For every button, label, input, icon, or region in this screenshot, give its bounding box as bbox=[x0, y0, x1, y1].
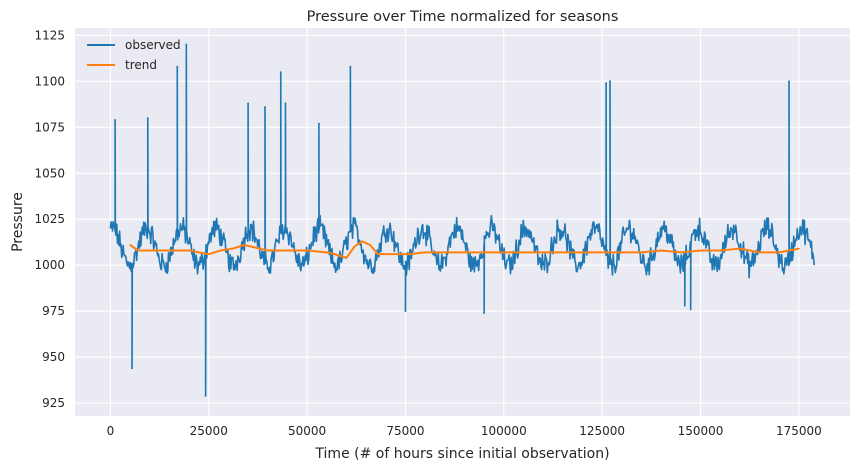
observed-spike-point bbox=[247, 102, 249, 105]
trend-point bbox=[286, 249, 289, 252]
trend-point bbox=[129, 244, 131, 246]
observed-spike-point bbox=[284, 102, 287, 105]
trend-point bbox=[207, 253, 210, 255]
trend-point bbox=[369, 244, 371, 246]
trend-point bbox=[137, 249, 139, 252]
x-tick-label: 125000 bbox=[579, 424, 625, 438]
trend-point bbox=[680, 251, 682, 254]
trend-point bbox=[758, 251, 761, 254]
observed-spike-point bbox=[264, 106, 266, 108]
trend-point bbox=[463, 251, 466, 254]
trend-point bbox=[640, 251, 643, 254]
trend-point bbox=[739, 247, 741, 250]
x-tick-label: 150000 bbox=[678, 424, 724, 438]
trend-point bbox=[778, 251, 780, 254]
x-tick-label: 25000 bbox=[190, 424, 228, 438]
observed-spike-point bbox=[404, 310, 407, 313]
y-tick-label: 925 bbox=[42, 396, 65, 410]
observed-spike-point bbox=[146, 117, 149, 120]
trend-point bbox=[660, 249, 662, 252]
trend-point bbox=[333, 253, 336, 255]
observed-spike-point bbox=[176, 65, 179, 68]
trend-point bbox=[188, 249, 190, 252]
trend-point bbox=[345, 257, 348, 259]
trend-point bbox=[266, 249, 269, 252]
trend-point bbox=[408, 253, 411, 255]
y-axis-label: Pressure bbox=[10, 192, 26, 252]
chart-title: Pressure over Time normalized for season… bbox=[307, 9, 619, 25]
x-axis-label: Time (# of hours since initial observati… bbox=[314, 446, 609, 462]
y-tick-label: 975 bbox=[42, 304, 65, 318]
y-tick-label: 1025 bbox=[34, 212, 65, 226]
trend-point bbox=[581, 251, 584, 254]
trend-point bbox=[542, 251, 544, 254]
trend-point bbox=[251, 246, 253, 248]
observed-spike-point bbox=[279, 71, 282, 74]
x-tick-label: 175000 bbox=[776, 424, 822, 438]
series-layer bbox=[109, 43, 816, 397]
trend-point bbox=[377, 253, 379, 255]
observed-spike-point bbox=[318, 122, 320, 125]
y-tick-label: 1125 bbox=[34, 28, 65, 42]
legend-label-observed: observed bbox=[125, 38, 181, 52]
observed-spike-point bbox=[609, 80, 611, 83]
legend: observed trend bbox=[87, 38, 181, 72]
observed-spike-point bbox=[483, 312, 486, 314]
y-tick-label: 1050 bbox=[34, 166, 65, 180]
y-tick-label: 1075 bbox=[34, 120, 65, 134]
x-tick-label: 0 bbox=[107, 424, 115, 438]
y-tick-label: 950 bbox=[42, 350, 65, 364]
trend-point bbox=[503, 251, 505, 254]
observed-spike-point bbox=[605, 82, 607, 85]
plot-area bbox=[75, 28, 850, 416]
y-axis-ticks: 925 950 975 1000 1025 1050 1075 1100 1125 bbox=[34, 28, 65, 410]
trend-point bbox=[243, 244, 245, 246]
series-observed-line bbox=[109, 43, 816, 397]
trend-point bbox=[325, 251, 328, 254]
trend-point bbox=[231, 247, 234, 250]
y-tick-label: 1000 bbox=[34, 258, 65, 272]
trend-point bbox=[168, 249, 171, 252]
legend-label-trend: trend bbox=[125, 58, 157, 72]
observed-spike-point bbox=[204, 394, 207, 397]
observed-spike-point bbox=[349, 65, 352, 68]
trend-point bbox=[306, 249, 308, 252]
trend-point bbox=[424, 251, 426, 254]
observed-spike-point bbox=[683, 304, 686, 307]
trend-point bbox=[361, 240, 363, 243]
trend-point bbox=[719, 249, 721, 252]
trend-point bbox=[621, 251, 623, 254]
observed-spike-point bbox=[689, 308, 692, 311]
y-tick-label: 1100 bbox=[34, 74, 65, 88]
trend-point bbox=[699, 249, 702, 252]
trend-point bbox=[219, 249, 222, 252]
trend-point bbox=[148, 249, 151, 252]
x-axis-ticks: 0 25000 50000 75000 100000 125000 150000 175000 bbox=[107, 424, 822, 438]
observed-spike-point bbox=[788, 80, 790, 83]
trend-point bbox=[353, 246, 356, 248]
observed-spike-point bbox=[131, 367, 133, 370]
observed-spike-point bbox=[185, 43, 188, 46]
x-tick-label: 75000 bbox=[386, 424, 424, 438]
observed-spike-point bbox=[114, 119, 117, 121]
x-tick-label: 100000 bbox=[481, 424, 527, 438]
x-tick-label: 50000 bbox=[288, 424, 326, 438]
trend-point bbox=[392, 253, 395, 255]
trend-point bbox=[798, 247, 800, 250]
